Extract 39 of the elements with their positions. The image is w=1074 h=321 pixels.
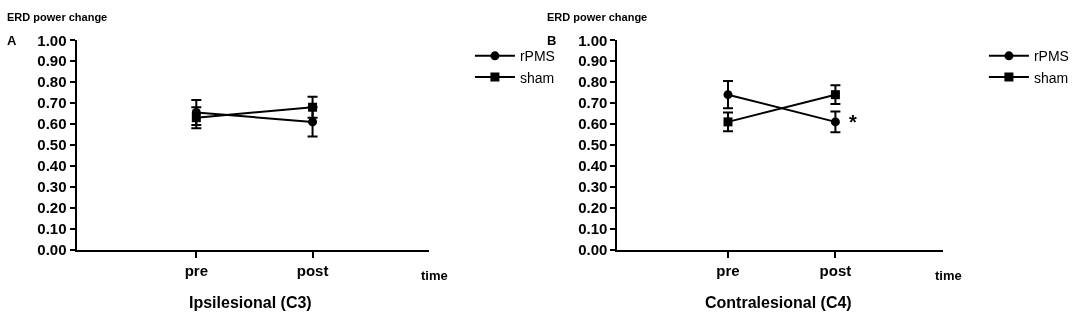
y-tick-label: 0.90 xyxy=(578,52,608,70)
y-tick-label: 0.20 xyxy=(37,198,67,216)
x-axis-title: time xyxy=(935,268,962,283)
y-tick-label: 0.40 xyxy=(578,157,608,175)
legend-label: sham xyxy=(1033,69,1069,86)
y-tick-label: 0.10 xyxy=(37,219,67,237)
y-tick-label: 0.50 xyxy=(578,136,608,154)
y-tick-label: 0.10 xyxy=(578,219,608,237)
y-tick-label: 0.20 xyxy=(578,198,608,216)
y-tick-label: 0.90 xyxy=(37,52,67,70)
legend-label: sham xyxy=(519,69,555,86)
y-tick-label: 1.00 xyxy=(37,31,67,49)
y-tick-label: 0.00 xyxy=(37,240,67,258)
x-tick-label: post xyxy=(296,261,329,279)
y-tick-label: 0.00 xyxy=(578,240,608,258)
annotation: * xyxy=(849,111,857,133)
y-tick-label: 0.60 xyxy=(37,115,67,133)
y-tick-label: 0.50 xyxy=(37,136,67,154)
y-tick-label: 0.30 xyxy=(37,178,67,196)
text: A xyxy=(7,33,17,48)
y-tick-label: 0.80 xyxy=(578,73,608,91)
y-tick-label: 0.40 xyxy=(37,157,67,175)
x-tick-label: pre xyxy=(716,261,740,279)
y-tick-label: 1.00 xyxy=(578,31,608,49)
x-tick-label: pre xyxy=(184,261,208,279)
y-axis-title: ERD power change xyxy=(547,11,648,23)
y-tick-label: 0.60 xyxy=(578,115,608,133)
y-tick-label: 0.70 xyxy=(37,94,67,112)
x-axis-title: time xyxy=(421,268,448,283)
y-axis-title: ERD power change xyxy=(7,11,108,23)
x-tick-label: post xyxy=(819,261,852,279)
y-tick-label: 0.80 xyxy=(37,73,67,91)
y-tick-label: 0.30 xyxy=(578,178,608,196)
legend-label: rPMS xyxy=(1033,48,1069,65)
legend-label: rPMS xyxy=(519,48,555,65)
y-tick-label: 0.70 xyxy=(578,94,608,112)
text: B xyxy=(547,33,557,48)
text: Contralesional (C4) xyxy=(705,294,852,311)
text: Ipsilesional (C3) xyxy=(189,294,312,311)
